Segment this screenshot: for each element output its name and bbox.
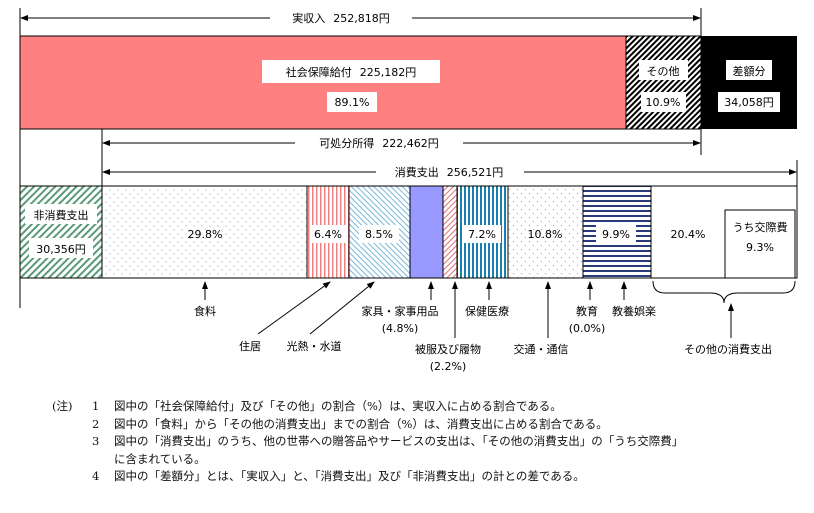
note-text: に含まれている。 — [114, 451, 206, 466]
clothing-label: 被服及び履物 — [415, 342, 481, 356]
disposable-income-label: 可処分所得 222,462円 — [319, 137, 439, 150]
utilities-label: 光熱・水道 — [287, 339, 342, 353]
recreation-label: 教養娯楽 — [612, 304, 656, 318]
notes-head: (注) — [52, 399, 73, 413]
recreation-pct: 9.9% — [602, 228, 630, 241]
spending-bar-labels: 非消費支出 30,356円 29.8% 6.4% 8.5% 7.2% 10.8%… — [25, 204, 788, 258]
transport-segment — [507, 185, 584, 279]
food-segment — [101, 185, 308, 279]
note-text: 図中の「食料」から「その他の消費支出」までの割合（%）は、消費支出に占める割合で… — [114, 416, 608, 431]
education-pct: (0.0%) — [569, 322, 606, 335]
social-expenses-pct: 9.3% — [746, 241, 774, 254]
callout-arrows — [202, 280, 796, 338]
note-row: 4 図中の「差額分」とは、「実収入」と、「消費支出」及び「非消費支出」の計との差で… — [52, 468, 683, 486]
other-consumption-label: その他の消費支出 — [684, 342, 772, 356]
note-row: に含まれている。 — [52, 451, 683, 469]
medical-pct: 7.2% — [468, 228, 496, 241]
consumption-arrow: 消費支出 256,521円 — [102, 163, 797, 181]
furniture-pct: (4.8%) — [382, 322, 419, 335]
social-expenses-label: うち交際費 — [733, 220, 788, 234]
actual-income-label: 実収入 252,818円 — [292, 11, 390, 25]
note-row: 2 図中の「食料」から「その他の消費支出」までの割合（%）は、消費支出に占める割合… — [52, 416, 683, 434]
consumption-label: 消費支出 256,521円 — [395, 165, 504, 179]
food-pct: 29.8% — [188, 228, 223, 241]
other-income-pct: 10.9% — [646, 96, 681, 109]
utilities-pct: 8.5% — [365, 228, 393, 241]
notes: (注) 1 図中の「社会保障給付」及び「その他」の割合（%）は、実収入に占める割合で… — [52, 398, 683, 486]
household-budget-diagram: 実収入 252,818円 社会保障給付 225,182円 89.1% その他 10.… — [19, 8, 798, 373]
other-income-segment — [625, 35, 702, 130]
difference-value: 34,058円 — [724, 96, 774, 109]
note-row: (注) 1 図中の「社会保障給付」及び「その他」の割合（%）は、実収入に占める割合で… — [52, 398, 683, 416]
note-row: 3 図中の「消費支出」のうち、他の世帯への贈答品やサービスの支出は、「その他の消費… — [52, 433, 683, 451]
non-consumption-segment — [19, 185, 103, 279]
non-consumption-value: 30,356円 — [36, 243, 86, 256]
food-label: 食料 — [194, 304, 216, 318]
housing-label: 住居 — [239, 339, 261, 353]
transport-label: 交通・通信 — [514, 342, 569, 356]
clothing-segment — [442, 185, 458, 279]
transport-pct: 10.8% — [528, 228, 563, 241]
other-consumption-pct: 20.4% — [671, 228, 706, 241]
note-text: 図中の「差額分」とは、「実収入」と、「消費支出」及び「非消費支出」の計との差であ… — [114, 469, 585, 483]
clothing-pct: (2.2%) — [430, 360, 467, 373]
non-consumption-label: 非消費支出 — [34, 208, 89, 222]
income-bar: 社会保障給付 225,182円 89.1% その他 10.9% 差額分 34,05… — [19, 35, 797, 130]
medical-label: 保健医療 — [465, 304, 509, 318]
social-expenses-box — [724, 209, 796, 279]
education-label: 教育 — [576, 304, 598, 318]
difference-segment — [701, 36, 797, 129]
furniture-segment — [409, 185, 444, 279]
brace — [652, 280, 796, 304]
note-text: 図中の「消費支出」のうち、他の世帯への贈答品やサービスの支出は、「その他の消費支… — [114, 434, 684, 448]
disposable-income-arrow: 可処分所得 222,462円 — [102, 134, 701, 152]
other-income-label: その他 — [647, 65, 680, 78]
housing-pct: 6.4% — [314, 228, 342, 241]
social-security-pct: 89.1% — [335, 96, 370, 109]
note-text: 図中の「社会保障給付」及び「その他」の割合（%）は、実収入に占める割合である。 — [114, 399, 562, 413]
category-labels: 食料 住居 光熱・水道 家具・家事用品 (4.8%) 被服及び履物 (2.2%)… — [194, 304, 772, 373]
actual-income-arrow: 実収入 252,818円 — [20, 9, 701, 27]
difference-label: 差額分 — [733, 64, 766, 78]
furniture-label: 家具・家事用品 — [362, 304, 439, 318]
social-security-label: 社会保障給付 225,182円 — [286, 65, 417, 79]
